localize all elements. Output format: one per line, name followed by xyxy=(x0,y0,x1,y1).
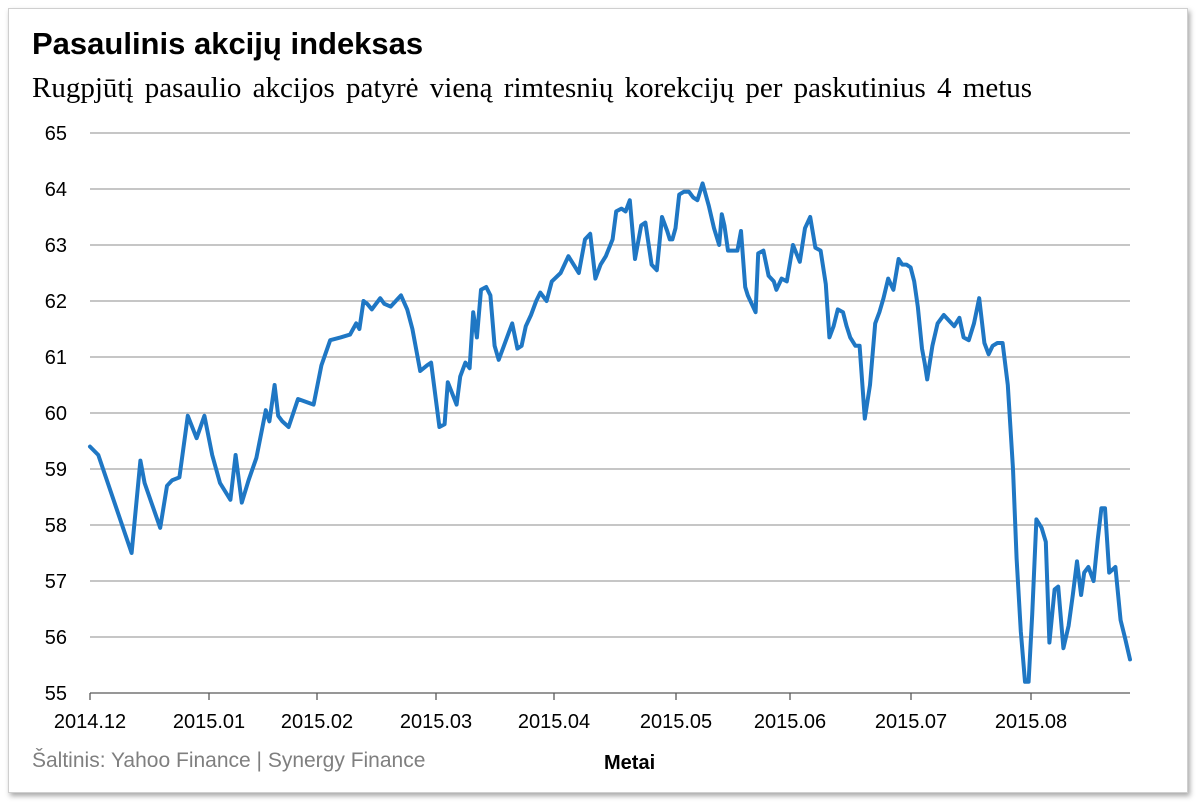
y-tick-label: 55 xyxy=(45,683,67,705)
y-tick-label: 57 xyxy=(45,571,67,593)
chart-title: Pasaulinis akcijų indeksas xyxy=(32,26,424,61)
x-tick-label: 2015.03 xyxy=(400,711,472,733)
y-tick-label: 65 xyxy=(45,123,67,145)
y-tick-label: 61 xyxy=(45,347,67,369)
x-tick-label: 2015.05 xyxy=(640,711,712,733)
x-axis-label: Metai xyxy=(604,752,656,774)
x-tick-label: 2015.07 xyxy=(875,711,947,733)
x-axis xyxy=(89,692,1130,700)
x-tick-label: 2015.04 xyxy=(518,711,590,733)
y-tick-label: 60 xyxy=(45,403,67,425)
x-tick-label: 2015.08 xyxy=(995,711,1067,733)
gridlines xyxy=(90,132,1130,638)
chart-frame xyxy=(8,8,1188,793)
y-tick-label: 64 xyxy=(45,179,67,201)
x-tick-label: 2015.02 xyxy=(281,711,353,733)
x-tick-label: 2014.12 xyxy=(54,711,126,733)
y-tick-label: 56 xyxy=(45,627,67,649)
y-tick-label: 59 xyxy=(45,459,67,481)
y-tick-labels: 55 56 57 58 59 60 61 62 63 64 65 xyxy=(45,123,67,705)
series-group xyxy=(88,181,1132,684)
series-line xyxy=(88,181,1132,684)
y-tick-label: 62 xyxy=(45,291,67,313)
y-tick-label: 58 xyxy=(45,515,67,537)
x-tick-labels: 2014.12 2015.01 2015.02 2015.03 2015.04 2015.… xyxy=(54,711,1067,733)
source-note: Šaltinis: Yahoo Finance | Synergy Financ… xyxy=(32,749,426,772)
x-tick-label: 2015.01 xyxy=(173,711,245,733)
chart-subtitle: Rugpjūtį pasaulio akcijos patyrė vieną r… xyxy=(32,72,1033,104)
x-tick-label: 2015.06 xyxy=(754,711,826,733)
y-tick-label: 63 xyxy=(45,235,67,257)
